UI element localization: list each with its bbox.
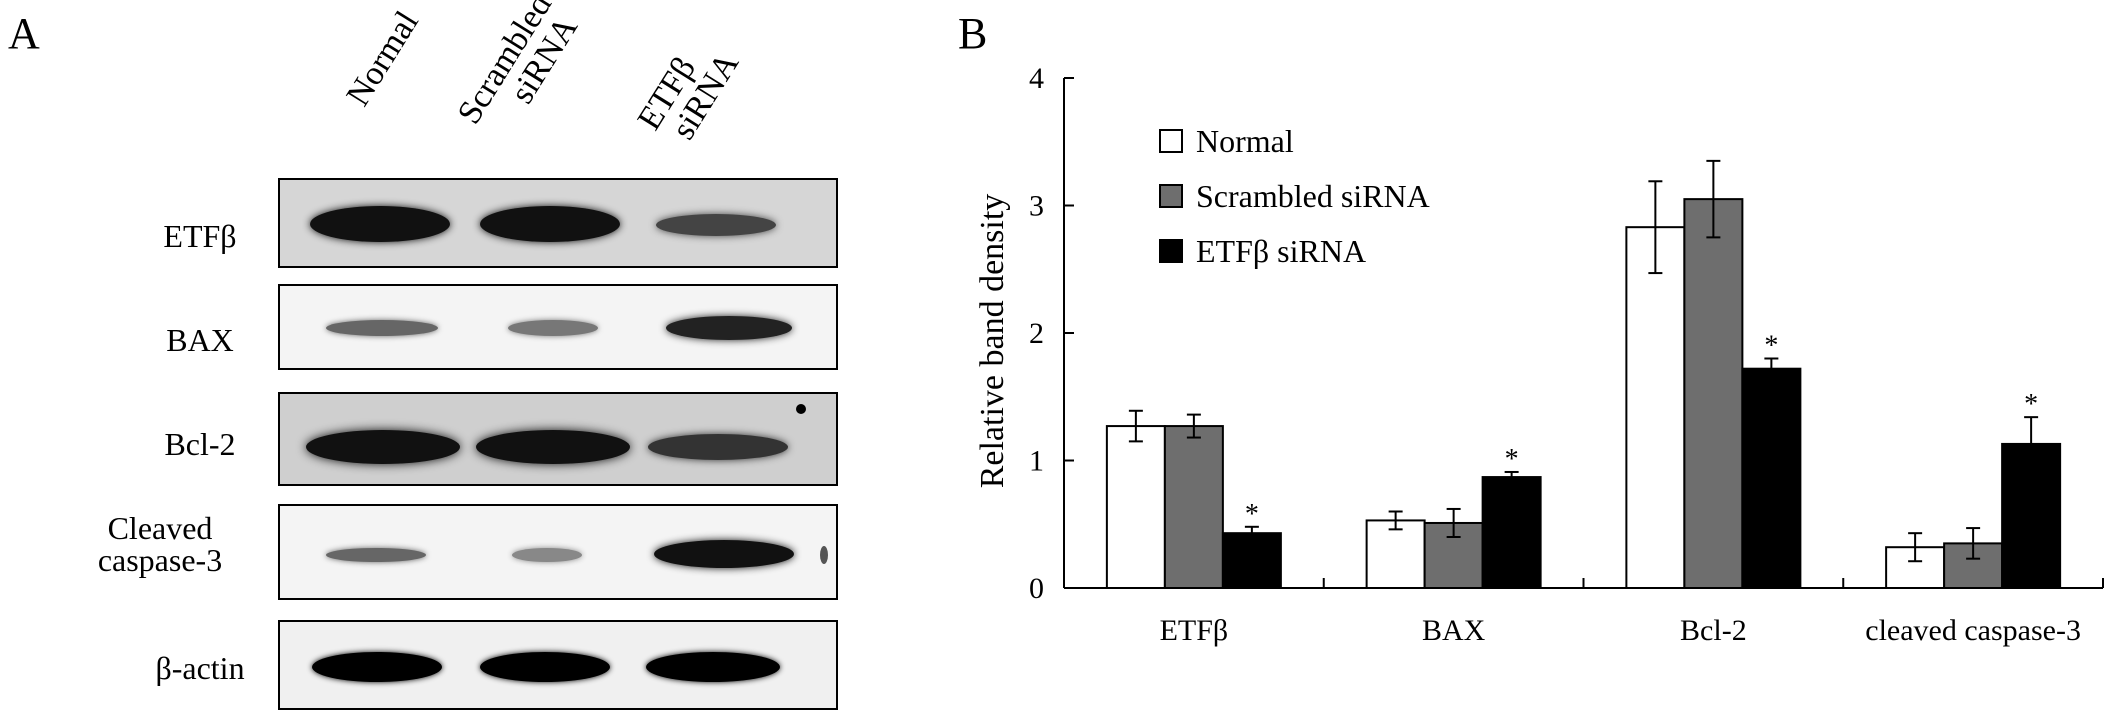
bar — [1683, 198, 1744, 589]
significance-marker: * — [1505, 444, 1519, 475]
blot-cleaved-caspase3 — [278, 504, 838, 600]
y-tick-label: 3 — [1029, 190, 1044, 223]
band — [796, 404, 806, 414]
bar — [1741, 367, 1802, 590]
bar — [1625, 226, 1686, 590]
bar — [1481, 476, 1542, 590]
significance-marker: * — [1245, 499, 1259, 530]
band — [326, 320, 438, 336]
row-label-beta-actin: β-actin — [155, 650, 245, 686]
band — [480, 652, 610, 682]
row-label-etfb: ETFβ — [163, 218, 237, 254]
legend-label: Normal — [1196, 123, 1294, 159]
band — [656, 214, 776, 236]
band — [646, 652, 780, 682]
band — [512, 548, 582, 562]
band — [310, 206, 450, 242]
legend-swatch — [1159, 129, 1183, 153]
band — [480, 206, 620, 242]
legend-swatch — [1159, 184, 1183, 208]
y-tick-label: 0 — [1029, 572, 1044, 605]
band — [508, 320, 598, 336]
blot-bcl2 — [278, 392, 838, 486]
row-label-bax: BAX — [166, 322, 234, 358]
x-tick-label: Bcl-2 — [1680, 614, 1747, 647]
panel-b-label: B — [958, 9, 988, 58]
panel-a-label: A — [8, 9, 40, 58]
x-tick-label: BAX — [1422, 614, 1486, 647]
x-tick-label: ETFβ — [1160, 614, 1229, 647]
band — [312, 652, 442, 682]
significance-marker: * — [2024, 389, 2038, 420]
bar — [1105, 425, 1166, 590]
band — [306, 430, 460, 464]
band — [666, 316, 792, 340]
band — [820, 546, 828, 564]
y-tick-label: 2 — [1029, 317, 1044, 350]
blot-etfb — [278, 178, 838, 268]
bar — [2001, 442, 2062, 589]
legend-swatch — [1159, 239, 1183, 263]
blot-beta-actin — [278, 620, 838, 710]
blot-bax — [278, 284, 838, 370]
legend-label: ETFβ siRNA — [1196, 233, 1366, 269]
band — [648, 434, 788, 460]
band — [476, 430, 630, 464]
band — [654, 540, 794, 568]
band — [326, 548, 426, 562]
bar — [1163, 425, 1224, 590]
bar — [1365, 519, 1426, 589]
x-tick-label: cleaved caspase-3 — [1865, 614, 2081, 647]
y-axis-label: Relative band density — [974, 194, 1011, 489]
legend-label: Scrambled siRNA — [1196, 178, 1430, 214]
bar — [1221, 532, 1282, 589]
significance-marker: * — [1764, 331, 1778, 362]
row-label-bcl2: Bcl-2 — [164, 426, 236, 462]
y-tick-label: 4 — [1029, 62, 1044, 95]
row-label-cleaved-caspase3: Cleaved caspase-3 — [97, 510, 223, 578]
y-tick-label: 1 — [1029, 445, 1044, 478]
